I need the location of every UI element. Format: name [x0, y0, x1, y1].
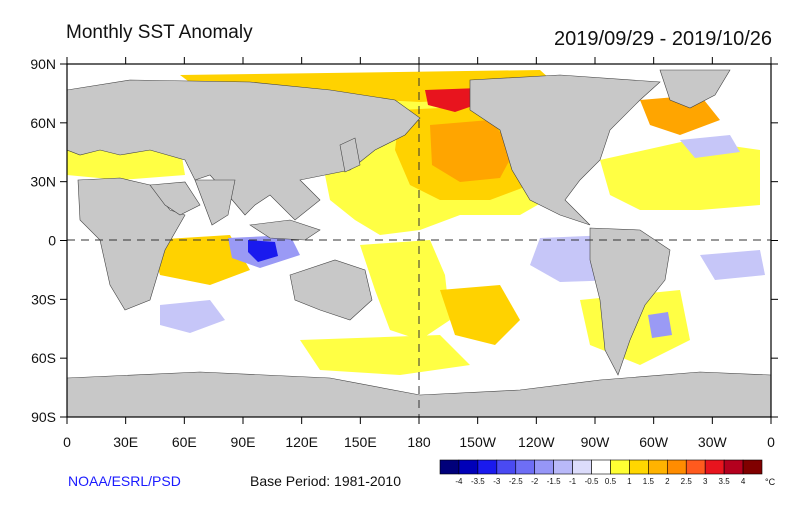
lat-tick-label: 60S	[31, 350, 56, 366]
cool-anomaly-tropical-atlantic	[700, 250, 765, 280]
lon-tick-label: 120W	[518, 434, 555, 450]
warm-anomaly-southern-belt	[300, 335, 470, 375]
legend-swatch	[723, 459, 744, 475]
land-india	[194, 179, 236, 226]
legend-swatch	[704, 459, 725, 475]
warm-anomaly-atlantic	[600, 140, 760, 210]
cool-anomaly-south-indian	[160, 300, 225, 333]
legend-swatch	[572, 459, 592, 475]
legend-swatch	[477, 459, 498, 475]
legend-swatch	[685, 459, 706, 475]
legend-label: -0.5	[585, 477, 599, 486]
warm-anomaly-indian	[150, 235, 250, 285]
lon-tick-label: 90E	[231, 434, 256, 450]
legend-label: 3.5	[719, 477, 731, 486]
lon-tick-label: 60W	[639, 434, 669, 450]
legend-swatch	[742, 459, 763, 475]
legend-swatch	[439, 459, 460, 475]
land-arabia	[149, 181, 201, 216]
legend-swatch	[515, 459, 536, 475]
legend-label: 4	[741, 477, 746, 486]
legend-swatch	[629, 459, 649, 475]
legend-label: -4	[455, 477, 463, 486]
legend-swatch	[648, 459, 668, 475]
legend-label: -1	[569, 477, 577, 486]
longitude-axis: 0 30E 60E 90E 120E 150E 180 150W 120W 90W 60W 30W 0	[63, 57, 775, 450]
land-africa	[77, 177, 186, 311]
lon-tick-label: 0	[63, 434, 71, 450]
credit-link[interactable]: NOAA/ESRL/PSD	[68, 473, 181, 489]
legend-swatch	[591, 459, 611, 475]
date-range: 2019/09/29 - 2019/10/26	[554, 28, 772, 50]
land-south-america	[589, 227, 671, 376]
legend-label: 1	[627, 477, 632, 486]
legend-label: -2.5	[509, 477, 523, 486]
lon-tick-label: 30E	[113, 434, 138, 450]
lat-tick-label: 60N	[30, 115, 56, 131]
cool-anomaly-north-atlantic	[680, 135, 740, 158]
cool-anomaly-java-core	[248, 240, 278, 262]
lon-tick-label: 120E	[285, 434, 318, 450]
land-japan	[339, 137, 361, 173]
latitude-axis: 90N 60N 30N 0 30S 60S 90S	[30, 56, 778, 425]
lat-tick-label: 0	[48, 233, 56, 249]
legend-unit: °C	[765, 477, 776, 487]
lon-tick-label: 90W	[581, 434, 611, 450]
lon-tick-label: 150E	[344, 434, 377, 450]
warm-anomaly-central-pacific	[360, 240, 450, 340]
warm-anomaly-north-atlantic	[640, 95, 720, 135]
lat-tick-label: 90S	[31, 409, 56, 425]
land-north-america	[469, 74, 661, 226]
lon-tick-label: 0	[767, 434, 775, 450]
legend-swatch	[553, 459, 573, 475]
legend-label: -3.5	[471, 477, 485, 486]
legend-label: -3	[493, 477, 501, 486]
legend-swatch	[458, 459, 479, 475]
warm-anomaly-south-pacific	[440, 285, 520, 345]
land-eurasia	[67, 79, 421, 221]
base-period: Base Period: 1981-2010	[250, 473, 401, 489]
lon-tick-label: 60E	[172, 434, 197, 450]
lon-tick-label: 30W	[698, 434, 728, 450]
legend-label: -1.5	[547, 477, 561, 486]
legend-label: 2.5	[681, 477, 693, 486]
legend-label: -2	[531, 477, 539, 486]
legend-label: 1.5	[643, 477, 655, 486]
legend-label: 2	[665, 477, 670, 486]
lat-tick-label: 30S	[31, 291, 56, 307]
legend-swatch	[534, 459, 554, 475]
legend-swatch	[666, 459, 687, 475]
lat-tick-label: 90N	[30, 56, 56, 72]
land-australia	[289, 259, 373, 321]
land-masses	[67, 69, 771, 417]
lon-tick-label: 180	[407, 434, 431, 450]
map-title: Monthly SST Anomaly	[66, 22, 253, 43]
warm-anomaly-north-pacific-peak	[430, 120, 515, 182]
legend-swatch	[496, 459, 517, 475]
land-greenland	[659, 69, 731, 109]
warm-anomaly-mediterranean	[67, 145, 185, 180]
legend-swatch	[610, 459, 630, 475]
cool-anomaly-patagonia	[648, 312, 672, 338]
land-antarctica	[67, 371, 771, 417]
lat-tick-label: 30N	[30, 174, 56, 190]
lon-tick-label: 150W	[459, 434, 496, 450]
land-indonesia	[249, 219, 321, 241]
legend-label: 3	[703, 477, 708, 486]
color-legend: -4 -3.5 -3 -2.5 -2 -1.5 -1 -0.5 0.5 1 1.5 2 2.5 3 3.5 4	[439, 459, 763, 486]
legend-label: 0.5	[605, 477, 617, 486]
